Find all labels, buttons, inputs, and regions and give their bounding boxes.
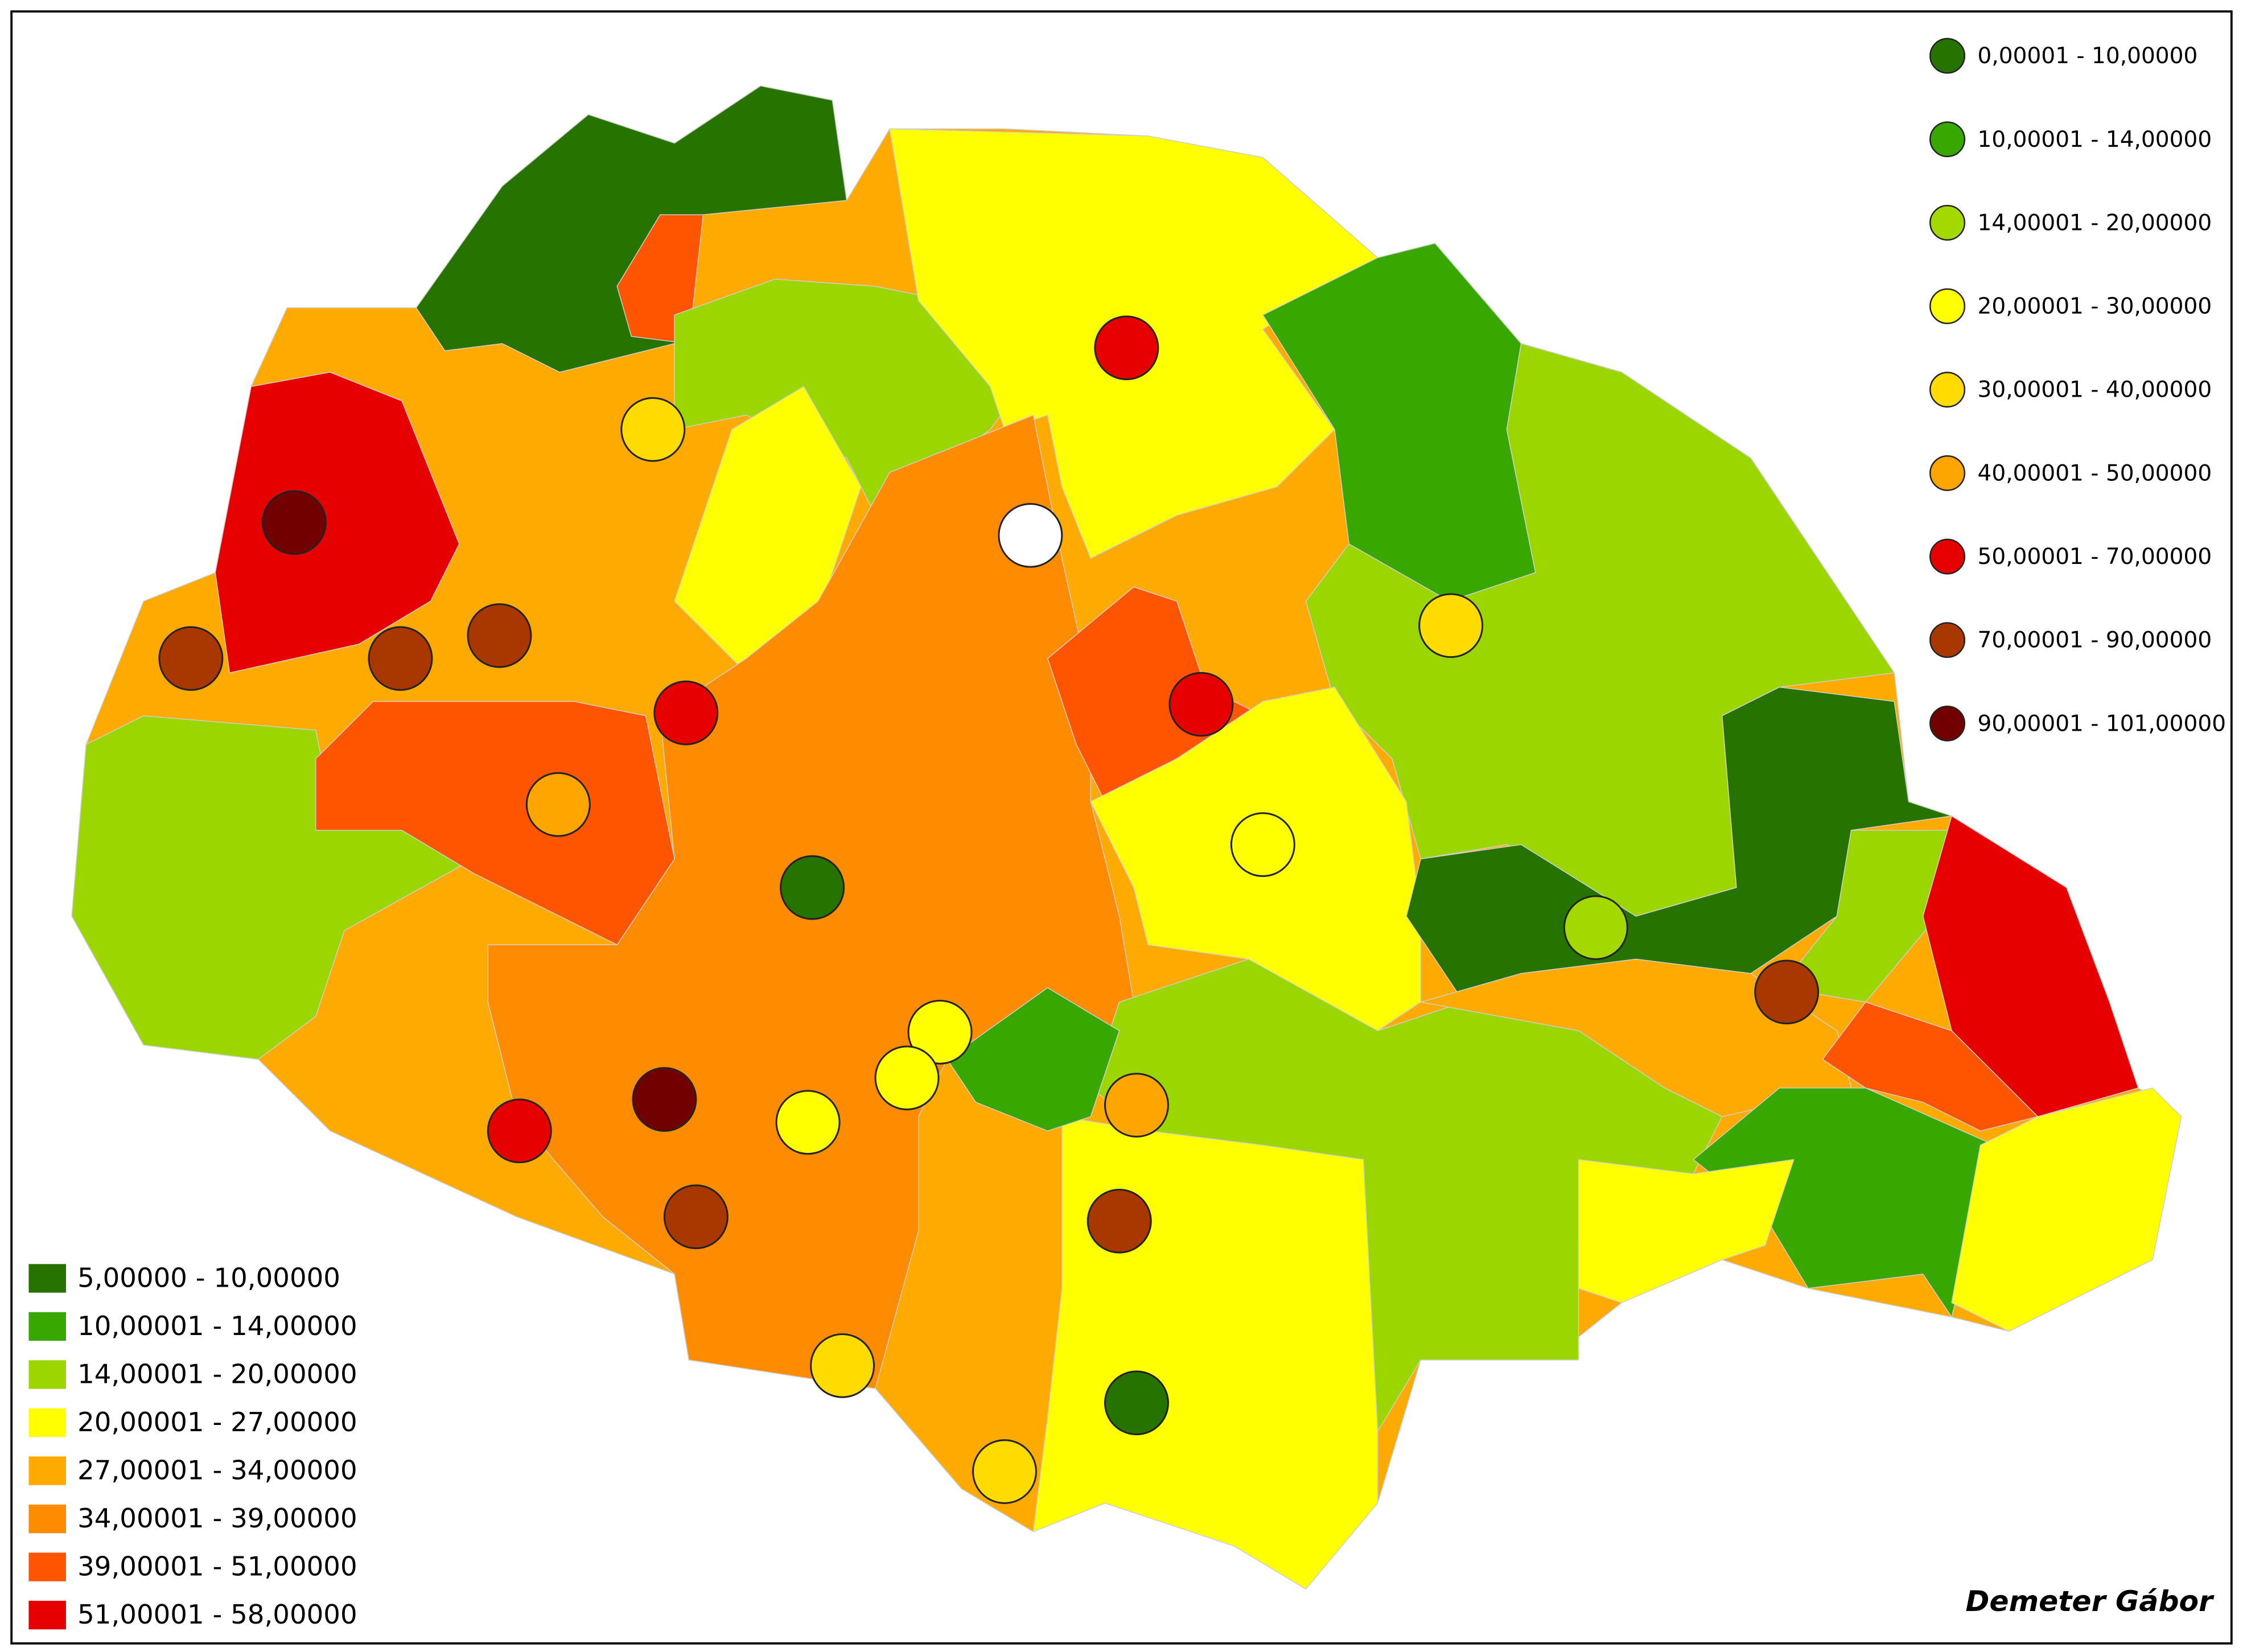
credit: Demeter Gábor [1966,1584,2215,1618]
legend-label: 39,00001 - 51,00000 [77,1551,357,1582]
legend-symbol [28,1264,66,1293]
point [632,1067,697,1132]
point [1104,1073,1169,1138]
legend-label: 50,00001 - 70,00000 [1978,544,2212,570]
legend-label: 27,00001 - 34,00000 [77,1455,357,1486]
legend-symbol [28,1456,66,1485]
point [780,855,845,920]
legend-symbol [1929,288,1966,324]
legend-symbol [1929,372,1966,408]
region [1693,1087,1995,1318]
point [158,626,224,691]
point [972,1439,1037,1504]
region [1578,1159,1795,1303]
legend-symbol [1929,38,1966,74]
legend-symbol [28,1552,66,1581]
point [775,1090,841,1155]
legend-symbol [28,1600,66,1630]
legend-symbol [1929,204,1966,241]
legend-label: 14,00001 - 20,00000 [77,1359,357,1390]
legend-symbol [1929,455,1966,491]
legend-symbol [1929,121,1966,158]
point [810,1333,875,1398]
region [1822,1002,2039,1132]
legend-symbol [28,1312,66,1341]
point [1754,959,1820,1025]
point [487,1098,552,1164]
region [71,715,474,1060]
point [653,680,719,745]
legend-label: 90,00001 - 101,00000 [1978,711,2226,736]
region [616,214,704,344]
region [215,372,460,674]
legend-label: 20,00001 - 27,00000 [77,1407,357,1437]
point [663,1184,729,1250]
legend-label: 51,00001 - 58,00000 [77,1599,357,1630]
point [1230,812,1295,878]
region [315,701,675,946]
legend-symbol [28,1360,66,1389]
point [1418,593,1484,658]
point [907,999,973,1065]
legend-label: 10,00001 - 14,00000 [1978,127,2212,153]
point [998,502,1063,568]
point [1104,1370,1169,1436]
point [1086,1188,1152,1254]
legend-symbol [1929,622,1966,658]
legend-label: 5,00000 - 10,00000 [77,1262,340,1293]
point [874,1045,940,1111]
points [158,315,1820,1504]
point [1168,671,1234,737]
legend-symbol [1929,705,1966,741]
point [467,603,532,668]
legend-label: 10,00001 - 14,00000 [77,1311,357,1341]
region [415,85,847,373]
legend-symbol [28,1408,66,1437]
legend-label: 14,00001 - 20,00000 [1978,210,2212,236]
legend-label: 40,00001 - 50,00000 [1978,460,2212,486]
legend-label: 34,00001 - 39,00000 [77,1503,357,1534]
point [525,772,591,837]
point [261,490,327,555]
point [1094,315,1159,381]
legend-label: 70,00001 - 90,00000 [1978,628,2212,653]
legend-symbol [1929,538,1966,575]
region [1951,1087,2182,1332]
point [1563,895,1628,960]
legend-label: 30,00001 - 40,00000 [1978,377,2212,403]
point [620,397,686,462]
legends: 0,00001 - 10,00000 10,00001 - 14,00000 14,… [28,38,2226,1630]
legend-label: 20,00001 - 30,00000 [1978,294,2212,319]
region [1922,815,2139,1117]
legend-symbol [28,1504,66,1534]
region [946,987,1120,1132]
point [368,626,433,691]
legend-label: 0,00001 - 10,00000 [1978,43,2198,69]
